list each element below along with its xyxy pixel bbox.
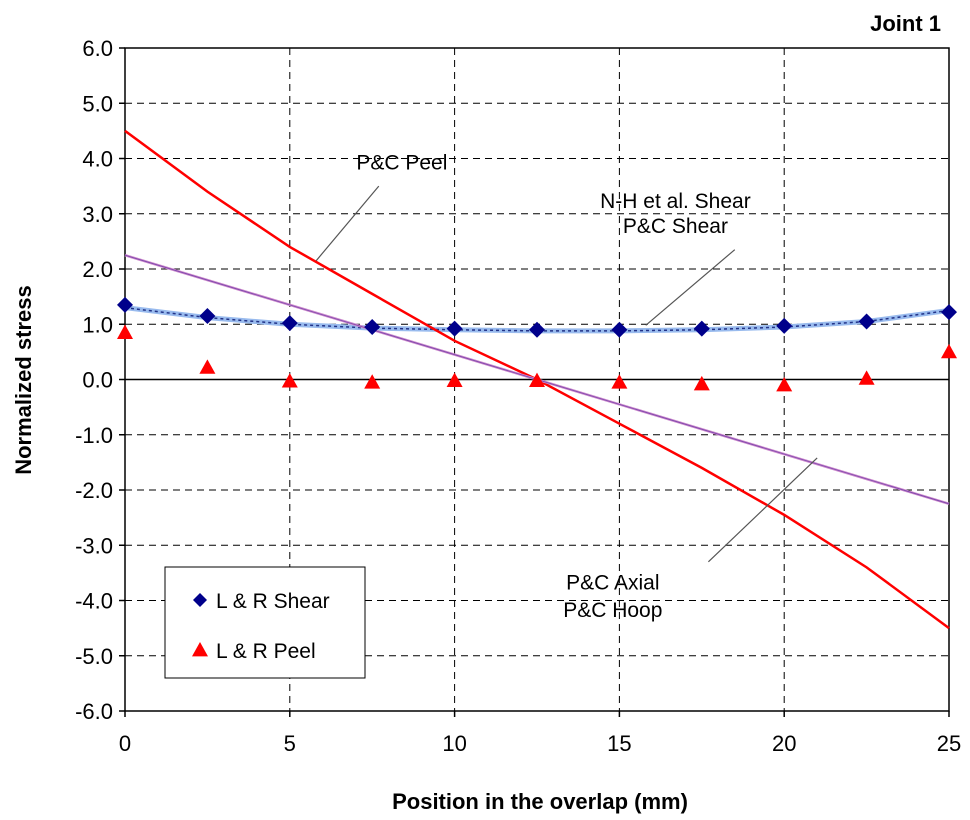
data-point-diamond	[281, 315, 298, 332]
y-tick-label: -4.0	[75, 589, 113, 614]
x-axis-ticks: 0 5 10 15 20 25	[119, 711, 961, 756]
data-point-triangle	[364, 374, 381, 389]
data-point-diamond	[446, 320, 463, 337]
x-axis-title: Position in the overlap (mm)	[392, 789, 688, 814]
legend-marker-triangle	[192, 642, 208, 657]
annotation-label: P&C Peel	[356, 152, 447, 175]
annotation-leader-line	[707, 457, 818, 563]
data-point-diamond	[611, 321, 628, 338]
data-point-triangle	[941, 343, 957, 359]
y-axis-ticks: -6.0 -5.0 -4.0 -3.0 -2.0 -1.0 0.0 1.0 2.0 3.0 4.0 5…	[75, 36, 125, 724]
data-point-diamond	[693, 320, 710, 337]
annotation-label: P&C Hoop	[563, 599, 662, 622]
data-point-triangle	[446, 372, 463, 388]
legend-label: L & R Shear	[216, 590, 330, 613]
data-point-diamond	[529, 321, 545, 338]
y-tick-label: 4.0	[82, 147, 113, 172]
data-point-diamond	[858, 313, 875, 330]
y-tick-label: -2.0	[75, 478, 113, 503]
legend-items: L & R Shear L & R Peel	[192, 590, 330, 663]
x-tick-label: 5	[284, 731, 296, 756]
data-point-diamond	[364, 319, 381, 336]
y-tick-label: 3.0	[82, 202, 113, 227]
series-markers-0	[117, 296, 957, 338]
series-line	[124, 306, 950, 332]
legend-label: L & R Peel	[216, 640, 316, 663]
annotation-label: P&C Axial	[566, 571, 659, 594]
y-tick-label: -1.0	[75, 423, 113, 448]
data-point-triangle	[199, 359, 216, 374]
y-tick-label: -3.0	[75, 533, 113, 558]
data-point-diamond	[941, 304, 957, 321]
legend-marker-diamond	[193, 593, 207, 607]
x-tick-label: 15	[607, 731, 631, 756]
annotation-label: N-H et al. Shear	[600, 190, 751, 213]
data-point-triangle	[529, 372, 545, 388]
annotation-label: P&C Shear	[623, 215, 728, 238]
x-tick-label: 10	[442, 731, 466, 756]
chart-title: Joint 1	[870, 11, 941, 36]
series-markers-1	[117, 324, 957, 392]
y-tick-label: -6.0	[75, 699, 113, 724]
data-point-triangle	[611, 374, 628, 389]
data-point-diamond	[776, 317, 793, 334]
y-tick-label: 0.0	[82, 368, 113, 393]
annotation-leader-line	[645, 249, 736, 326]
y-tick-label: 2.0	[82, 257, 113, 282]
y-tick-label: 6.0	[82, 36, 113, 61]
legend-box	[164, 566, 366, 679]
y-tick-label: 5.0	[82, 91, 113, 116]
data-point-triangle	[858, 370, 875, 385]
y-tick-label: 1.0	[82, 312, 113, 337]
x-tick-label: 25	[937, 731, 961, 756]
x-tick-label: 0	[119, 731, 131, 756]
data-point-diamond	[199, 307, 216, 324]
annotation-leader-line	[315, 185, 380, 262]
data-point-triangle	[776, 377, 793, 392]
y-tick-label: -5.0	[75, 644, 113, 669]
y-axis-title: Normalized stress	[11, 285, 36, 475]
x-tick-label: 20	[772, 731, 796, 756]
data-point-diamond	[117, 296, 133, 313]
data-point-triangle	[117, 324, 133, 339]
data-point-triangle	[281, 373, 298, 388]
data-point-triangle	[693, 375, 710, 391]
legend: L & R Shear L & R Peel	[164, 566, 366, 679]
